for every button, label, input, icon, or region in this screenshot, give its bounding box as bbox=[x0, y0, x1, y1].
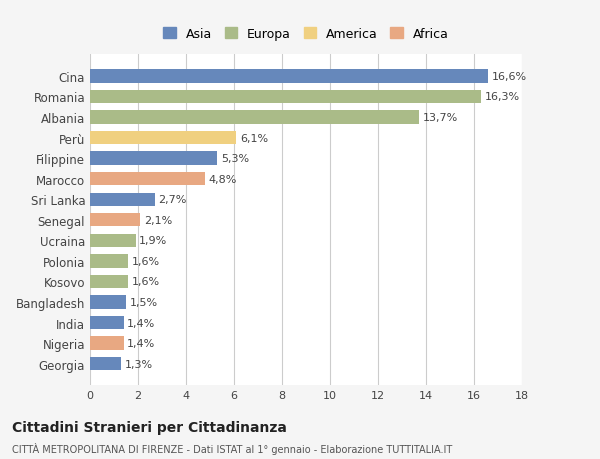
Bar bbox=[90, 111, 419, 124]
Bar bbox=[90, 90, 481, 104]
Bar bbox=[90, 357, 121, 370]
Bar bbox=[90, 173, 205, 186]
Bar bbox=[90, 152, 217, 165]
Bar bbox=[90, 193, 155, 207]
Bar bbox=[90, 296, 126, 309]
Text: CITTÀ METROPOLITANA DI FIRENZE - Dati ISTAT al 1° gennaio - Elaborazione TUTTITA: CITTÀ METROPOLITANA DI FIRENZE - Dati IS… bbox=[12, 442, 452, 453]
Text: Cittadini Stranieri per Cittadinanza: Cittadini Stranieri per Cittadinanza bbox=[12, 420, 287, 434]
Text: 1,3%: 1,3% bbox=[125, 359, 153, 369]
Text: 2,7%: 2,7% bbox=[158, 195, 187, 205]
Text: 1,6%: 1,6% bbox=[132, 256, 160, 266]
Bar bbox=[90, 337, 124, 350]
Bar bbox=[90, 316, 124, 330]
Bar bbox=[90, 275, 128, 289]
Text: 16,6%: 16,6% bbox=[492, 72, 527, 82]
Legend: Asia, Europa, America, Africa: Asia, Europa, America, Africa bbox=[157, 22, 455, 47]
Text: 6,1%: 6,1% bbox=[240, 133, 268, 143]
Bar bbox=[90, 132, 236, 145]
Text: 1,5%: 1,5% bbox=[130, 297, 158, 308]
Text: 13,7%: 13,7% bbox=[422, 113, 458, 123]
Text: 1,6%: 1,6% bbox=[132, 277, 160, 287]
Text: 16,3%: 16,3% bbox=[485, 92, 520, 102]
Text: 1,9%: 1,9% bbox=[139, 236, 167, 246]
Text: 4,8%: 4,8% bbox=[209, 174, 237, 185]
Bar bbox=[90, 70, 488, 84]
Text: 2,1%: 2,1% bbox=[144, 215, 172, 225]
Bar bbox=[90, 213, 140, 227]
Bar bbox=[90, 234, 136, 247]
Text: 1,4%: 1,4% bbox=[127, 338, 155, 348]
Bar bbox=[90, 255, 128, 268]
Text: 1,4%: 1,4% bbox=[127, 318, 155, 328]
Text: 5,3%: 5,3% bbox=[221, 154, 249, 164]
